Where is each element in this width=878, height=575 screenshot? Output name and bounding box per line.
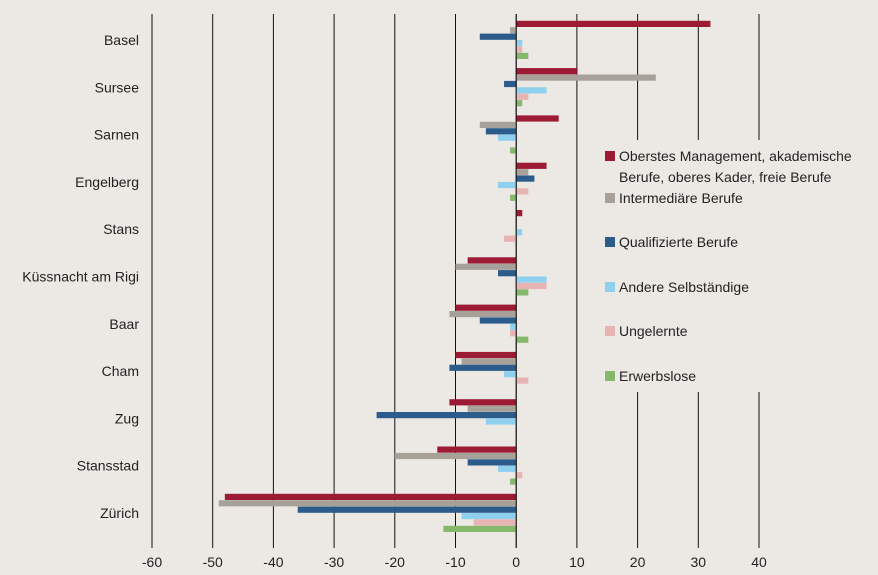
bar: [516, 336, 529, 343]
bar: [510, 27, 517, 34]
bar: [516, 162, 547, 169]
bar: [376, 412, 517, 419]
category-label: Engelberg: [75, 174, 139, 190]
legend-swatch: [605, 282, 615, 292]
bar: [516, 175, 535, 182]
bar: [516, 40, 523, 47]
legend-swatch: [605, 326, 615, 336]
bar: [449, 399, 517, 406]
bar: [455, 263, 517, 270]
bar: [479, 33, 517, 40]
bar: [516, 377, 529, 384]
bar: [516, 20, 711, 27]
bar: [224, 493, 517, 500]
legend-label: Intermediäre Berufe: [619, 190, 743, 206]
legend-label: Andere Selbständige: [619, 279, 749, 295]
bar: [516, 188, 529, 195]
x-tick-label: -50: [203, 554, 223, 570]
category-label: Küssnacht am Rigi: [22, 269, 139, 285]
bar: [516, 282, 547, 290]
x-tick-label: -20: [385, 554, 405, 570]
bar: [504, 80, 517, 88]
x-tick-label: -10: [445, 554, 465, 570]
x-tick-label: -30: [324, 554, 344, 570]
bar: [437, 446, 517, 453]
bar: [479, 317, 517, 324]
legend-swatch: [605, 151, 615, 161]
bar: [455, 351, 517, 359]
x-tick-label: 10: [569, 554, 585, 570]
x-tick-label: 30: [691, 554, 707, 570]
bar: [479, 121, 517, 128]
bar: [218, 500, 517, 507]
bar: [516, 276, 547, 283]
bar: [516, 100, 523, 107]
bar: [497, 134, 517, 141]
bar: [394, 452, 517, 460]
bar: [516, 210, 523, 217]
bar: [516, 229, 523, 236]
legend-label: Ungelernte: [619, 323, 688, 339]
legend-swatch: [605, 237, 615, 247]
x-tick-label: 40: [751, 554, 767, 570]
category-label: Sursee: [95, 79, 140, 95]
category-label: Baar: [109, 316, 139, 332]
bar: [510, 147, 517, 154]
bar: [449, 311, 517, 318]
category-label: Sarnen: [94, 127, 139, 143]
bar: [516, 46, 523, 53]
x-tick-label: -60: [142, 554, 162, 570]
legend-label: Oberstes Management, akademische Berufe, …: [619, 148, 852, 185]
bar: [485, 128, 517, 135]
legend-label: Qualifizierte Berufe: [619, 234, 738, 250]
category-label: Stansstad: [77, 458, 139, 474]
legend-background: [600, 140, 874, 392]
bar: [449, 364, 517, 371]
category-label: Basel: [104, 32, 139, 48]
bar: [516, 472, 523, 479]
category-label: Zürich: [100, 505, 139, 521]
bar: [510, 194, 517, 201]
bar: [510, 330, 517, 337]
legend-label: Erwerbslose: [619, 368, 696, 384]
bar: [297, 506, 517, 513]
category-label: Zug: [115, 410, 139, 426]
bar: [497, 181, 517, 189]
bar: [516, 87, 547, 94]
legend-swatch: [605, 193, 615, 203]
bar: [485, 418, 517, 425]
bar: [467, 257, 517, 264]
bar: [516, 115, 559, 122]
bar: [504, 235, 517, 242]
legend-swatch: [605, 371, 615, 381]
bar: [516, 93, 529, 100]
bar: [504, 371, 517, 378]
bar: [516, 289, 529, 296]
category-label: Stans: [103, 221, 139, 237]
bar: [461, 358, 517, 365]
bar: [461, 513, 517, 520]
bar: [516, 169, 529, 176]
bar: [473, 519, 517, 526]
bar: [497, 465, 517, 472]
bar: [467, 405, 517, 412]
bar: [455, 304, 517, 311]
bar: [516, 68, 577, 75]
bar: [467, 459, 517, 466]
bar: [443, 525, 517, 532]
x-tick-label: 20: [630, 554, 646, 570]
bar: [516, 74, 656, 81]
bar: [510, 323, 517, 330]
bar: [516, 52, 529, 59]
bar: [497, 270, 517, 277]
bar: [510, 478, 517, 485]
category-label: Cham: [102, 363, 139, 379]
x-tick-label: 0: [512, 554, 520, 570]
x-tick-label: -40: [263, 554, 283, 570]
